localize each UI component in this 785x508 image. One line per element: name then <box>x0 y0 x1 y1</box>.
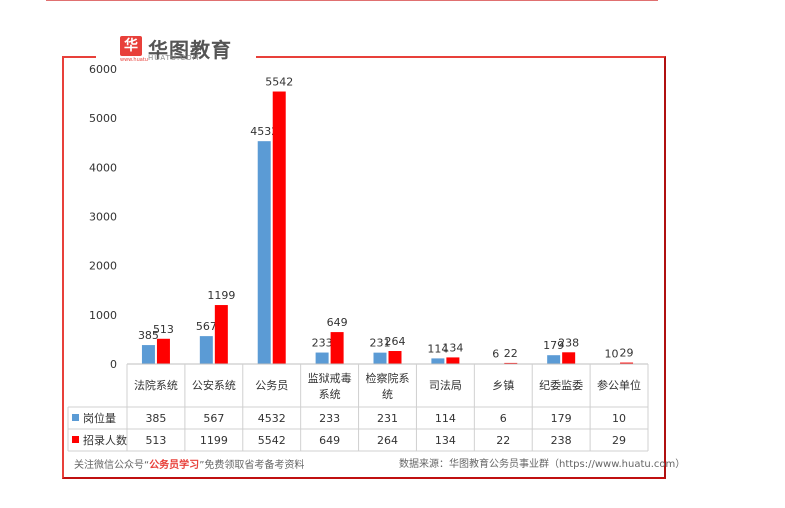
bar-hires <box>388 351 402 364</box>
data-label: 385 <box>138 329 159 342</box>
data-label: 1199 <box>207 289 235 302</box>
table-cell: 4532 <box>258 412 286 425</box>
table-cell: 231 <box>377 412 398 425</box>
bar-posts <box>315 352 329 364</box>
legend-swatch <box>72 414 79 421</box>
bar-posts <box>547 355 561 364</box>
chart-frame <box>62 56 666 479</box>
table-cell: 513 <box>145 434 166 447</box>
data-label: 264 <box>385 335 406 348</box>
data-label: 10 <box>605 348 619 361</box>
bar-hires <box>330 332 344 364</box>
category-label: 乡镇 <box>492 378 514 392</box>
bar-hires <box>214 305 228 364</box>
footer-promo-suffix: ”免费领取省考备考资料 <box>199 460 305 471</box>
footer-promo-prefix: 关注微信公众号“ <box>74 460 150 471</box>
data-label: 238 <box>558 336 579 349</box>
y-tick-label: 3000 <box>89 211 117 224</box>
category-label: 检察院系 <box>366 371 410 385</box>
category-label: 参公单位 <box>597 378 641 392</box>
data-label: 5542 <box>265 76 293 89</box>
data-label: 22 <box>504 347 518 360</box>
data-label: 4532 <box>250 125 278 138</box>
category-label: 系统 <box>319 388 341 401</box>
logo-mark-sub: www.huatu <box>120 57 148 63</box>
category-label: 法院系统 <box>134 378 178 392</box>
table-cell: 22 <box>496 434 510 447</box>
table-cell: 238 <box>551 434 572 447</box>
brand-logo: 华 www.huatu 华图教育 HUATU.COM <box>96 34 256 64</box>
bar-hires <box>504 362 518 364</box>
data-label: 513 <box>153 323 174 336</box>
data-label: 29 <box>620 347 634 360</box>
bar-hires <box>156 338 170 364</box>
data-label: 567 <box>196 320 217 333</box>
table-cell: 649 <box>319 434 340 447</box>
legend-label: 招录人数 <box>83 433 127 447</box>
y-tick-label: 6000 <box>89 63 117 76</box>
bar-hires <box>272 91 286 364</box>
category-label: 纪委监委 <box>539 379 583 392</box>
footer-promo-highlight: 公务员学习 <box>149 460 200 471</box>
category-label: 公务员 <box>255 379 288 392</box>
y-tick-label: 4000 <box>89 161 117 174</box>
bar-hires <box>562 352 576 364</box>
data-label: 179 <box>543 339 564 352</box>
table-cell: 134 <box>435 434 456 447</box>
legend-swatch <box>72 436 79 443</box>
legend-label: 岗位量 <box>83 411 116 425</box>
top-divider <box>46 0 658 1</box>
y-tick-label: 5000 <box>89 112 117 125</box>
table-cell: 10 <box>612 412 626 425</box>
category-label: 司法局 <box>429 378 462 392</box>
table-cell: 179 <box>551 412 572 425</box>
brand-name: 华图教育 <box>148 38 232 62</box>
table-cell: 1199 <box>200 434 228 447</box>
bar-posts <box>373 352 387 364</box>
data-label: 114 <box>427 342 448 355</box>
logo-mark-icon: 华 <box>120 36 142 56</box>
bar-hires <box>446 357 460 364</box>
category-label: 统 <box>382 388 393 401</box>
y-tick-label: 0 <box>110 358 117 371</box>
table-cell: 567 <box>203 412 224 425</box>
table-cell: 264 <box>377 434 398 447</box>
table-cell: 114 <box>435 412 456 425</box>
brand-url: HUATU.COM <box>148 54 200 62</box>
category-label: 公安系统 <box>192 378 236 392</box>
data-label: 134 <box>442 341 463 354</box>
category-label: 监狱戒毒 <box>308 372 352 385</box>
table-cell: 6 <box>500 412 507 425</box>
table-cell: 233 <box>319 412 340 425</box>
bar-posts <box>257 141 271 364</box>
y-tick-label: 1000 <box>89 309 117 322</box>
data-label: 6 <box>492 348 499 361</box>
table-cell: 385 <box>145 412 166 425</box>
bar-hires <box>620 362 634 364</box>
bar-posts <box>141 345 155 364</box>
data-label: 231 <box>370 337 391 350</box>
data-label: 233 <box>312 337 333 350</box>
bar-posts <box>431 358 445 364</box>
y-tick-label: 2000 <box>89 260 117 273</box>
table-cell: 5542 <box>258 434 286 447</box>
footer-promo: 关注微信公众号“公务员学习”免费领取省考备考资料 <box>74 456 304 471</box>
bar-posts <box>199 336 213 364</box>
data-label: 649 <box>327 316 348 329</box>
footer-source: 数据来源：华图教育公务员事业群（https://www.huatu.com） <box>399 459 686 470</box>
table-cell: 29 <box>612 434 626 447</box>
